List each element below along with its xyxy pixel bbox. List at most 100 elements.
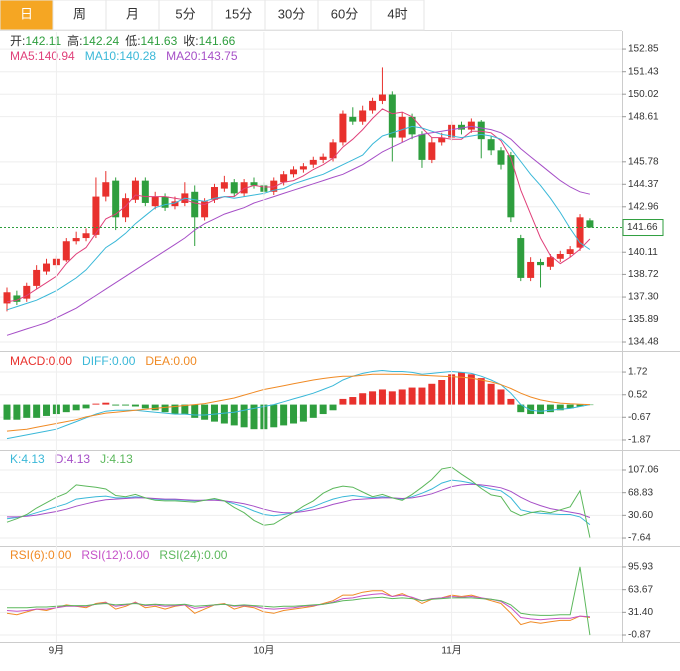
tab-bg[interactable] — [0, 0, 54, 31]
indicator-line — [6, 479, 591, 525]
candle-body — [556, 253, 564, 259]
tab-bg[interactable] — [211, 0, 266, 31]
macd-bar — [408, 387, 416, 405]
macd-bar — [487, 383, 495, 405]
legend-name: DEA: — [145, 354, 173, 368]
candle-body — [359, 110, 367, 122]
macd-bar — [171, 404, 179, 415]
macd-bar — [349, 397, 357, 405]
tab[interactable]: 日 — [0, 0, 54, 31]
candle-body — [537, 261, 545, 266]
last-price-box — [622, 219, 664, 237]
legend-value: 0.00 — [49, 354, 73, 368]
candle-body — [102, 182, 110, 197]
legend-value: 0.00 — [126, 548, 150, 562]
legend: MACD:0.00 DIFF:0.00 DEA:0.00 — [10, 354, 197, 368]
indicator-line — [6, 590, 590, 626]
legend-name: K: — [10, 452, 21, 466]
tab-bg[interactable] — [370, 0, 425, 31]
macd-bar — [369, 391, 377, 405]
tab[interactable]: 60分 — [317, 0, 372, 31]
candle-body — [517, 238, 525, 278]
tab-bg[interactable] — [105, 0, 160, 31]
y-tick-label: 150.02 — [628, 89, 659, 100]
y-tick-label: 138.72 — [628, 269, 659, 280]
macd-bar — [428, 383, 436, 405]
macd-bar — [290, 404, 298, 424]
candle-body — [82, 233, 90, 239]
legend-value: 4.13 — [109, 452, 133, 466]
candle-body — [3, 292, 11, 304]
candle-body — [487, 139, 495, 151]
legend-value: 4.13 — [67, 452, 91, 466]
legend-name: MA10: — [85, 49, 120, 63]
legend-value: 0.00 — [48, 548, 72, 562]
y-tick-label: 63.67 — [628, 584, 653, 595]
macd-bar — [497, 389, 505, 405]
indicator-line — [6, 125, 591, 311]
tab[interactable]: 月 — [105, 0, 160, 31]
tab-label[interactable]: 60分 — [331, 6, 358, 21]
tab-label[interactable]: 5分 — [175, 6, 195, 21]
candle-body — [33, 269, 41, 286]
macd-bar — [161, 404, 169, 413]
y-tick-label: 144.37 — [628, 179, 659, 190]
macd-bar — [398, 389, 406, 405]
x-tick-label: 10月 — [253, 645, 274, 657]
tab[interactable]: 周 — [52, 0, 107, 31]
tab[interactable]: 4时 — [370, 0, 425, 31]
macd-bar — [388, 391, 396, 405]
y-tick-label: 135.89 — [628, 314, 659, 325]
macd-bar — [556, 404, 564, 411]
tab-label[interactable]: 周 — [73, 6, 86, 21]
legend-name: MA20: — [166, 49, 201, 63]
candle-body — [418, 134, 426, 160]
legend-name: MACD: — [10, 354, 49, 368]
macd-bar — [191, 404, 199, 418]
macd-bar — [240, 404, 248, 428]
ohlc-header: 开:142.11 高:142.24 低:141.63 收:141.66 — [10, 33, 236, 48]
macd-bar — [181, 404, 189, 415]
candle-body — [527, 261, 535, 278]
candle-body — [428, 142, 436, 160]
macd-bar — [210, 404, 218, 422]
tab-label[interactable]: 30分 — [278, 6, 305, 21]
indicator-line — [7, 566, 591, 636]
tab-label[interactable]: 月 — [126, 6, 139, 21]
candle-body — [349, 116, 357, 122]
macd-bar — [141, 404, 149, 409]
tab-label[interactable]: 15分 — [225, 6, 252, 21]
legend-name: MA5: — [10, 49, 38, 63]
macd-bar — [62, 404, 70, 413]
candle-body — [131, 180, 139, 200]
macd-bar — [23, 404, 31, 418]
tab[interactable]: 30分 — [264, 0, 319, 31]
macd-bar — [43, 404, 51, 416]
candle-body — [477, 121, 485, 140]
last-price-label: 141.66 — [627, 222, 658, 233]
macd-bar — [359, 393, 367, 405]
header-value: 142.24 — [83, 34, 120, 48]
tab-bg[interactable] — [158, 0, 213, 31]
tab-label[interactable]: 日 — [20, 6, 33, 21]
candle-body — [270, 180, 278, 192]
macd-bar — [438, 380, 446, 405]
legend-name: D: — [55, 452, 67, 466]
candle-body — [339, 113, 347, 143]
tab-bg[interactable] — [317, 0, 372, 31]
tab-label[interactable]: 4时 — [387, 6, 407, 21]
candle-body — [576, 217, 584, 248]
candle-body — [240, 182, 248, 194]
tab[interactable]: 5分 — [158, 0, 213, 31]
candle-body — [151, 196, 159, 207]
macd-bar — [13, 404, 21, 420]
macd-bar — [33, 404, 41, 418]
tab[interactable]: 15分 — [211, 0, 266, 31]
legend-value: 0.00 — [112, 354, 136, 368]
tab-bg[interactable] — [52, 0, 107, 31]
legend-name: J: — [100, 452, 109, 466]
tab-bg[interactable] — [264, 0, 319, 31]
macd-bar — [230, 404, 238, 426]
y-tick-label: 137.30 — [628, 292, 659, 303]
